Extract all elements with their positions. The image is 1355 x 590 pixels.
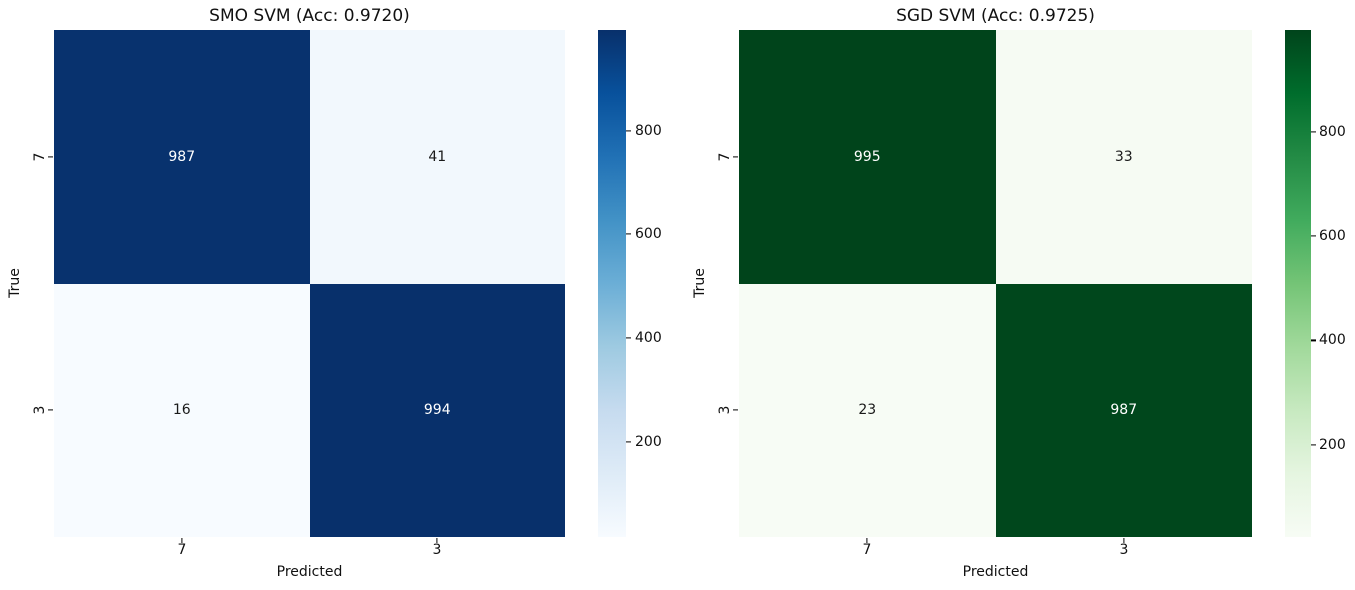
cell-value: 33 — [1114, 148, 1133, 165]
x-tick-label: 3 — [432, 542, 442, 558]
cell-value: 995 — [853, 148, 881, 165]
y-axis-label: True — [7, 268, 23, 298]
colorbar-tick-label: 600 — [635, 226, 662, 243]
y-tick-label: 7 — [717, 152, 733, 162]
x-axis-label: Predicted — [962, 564, 1029, 580]
x-tick-label: 7 — [177, 542, 187, 558]
heatmap-cell: 987 — [995, 283, 1252, 537]
heatmap-sgd: 995 33 23 987 — [739, 30, 1252, 537]
colorbar-tick-label: 400 — [1319, 332, 1346, 349]
cell-value: 987 — [1110, 402, 1138, 419]
y-tick-label: 7 — [32, 152, 48, 162]
heatmap-smo: 987 41 16 994 — [54, 30, 565, 537]
colorbar-tick-mark — [1311, 444, 1316, 446]
y-tick-mark — [733, 156, 738, 158]
heatmap-cell: 41 — [309, 30, 565, 284]
colorbar-tick-mark — [626, 441, 631, 443]
x-tick-mark — [181, 538, 183, 543]
colorbar-tick-label: 800 — [1319, 123, 1346, 140]
x-tick-mark — [1123, 538, 1125, 543]
colorbar-tick-mark — [1311, 131, 1316, 133]
x-tick-mark — [866, 538, 868, 543]
y-tick-mark — [733, 409, 738, 411]
heatmap-cell: 987 — [54, 30, 310, 284]
colorbar-tick-mark — [626, 233, 631, 235]
x-axis-label: Predicted — [276, 564, 343, 580]
x-tick-label: 7 — [862, 542, 872, 558]
chart-title: SGD SVM (Acc: 0.9725) — [896, 6, 1095, 26]
heatmap-cell: 994 — [309, 283, 565, 537]
heatmap-cell: 33 — [995, 30, 1252, 284]
colorbar-tick-label: 400 — [635, 329, 662, 346]
cell-value: 23 — [858, 402, 877, 419]
colorbar-tick-label: 200 — [635, 433, 662, 450]
heatmap-cell: 23 — [739, 283, 996, 537]
heatmap-cell: 995 — [739, 30, 996, 284]
y-tick-mark — [48, 409, 53, 411]
cell-value: 994 — [423, 402, 451, 419]
colorbar-tick-label: 800 — [635, 122, 662, 139]
y-tick-mark — [48, 156, 53, 158]
x-tick-label: 3 — [1119, 542, 1129, 558]
chart-title: SMO SVM (Acc: 0.9720) — [209, 6, 410, 26]
y-tick-label: 3 — [32, 405, 48, 415]
colorbar-smo — [598, 30, 626, 537]
cell-value: 987 — [168, 148, 196, 165]
colorbar-tick-label: 200 — [1319, 436, 1346, 453]
x-tick-mark — [436, 538, 438, 543]
colorbar-tick-label: 600 — [1319, 228, 1346, 245]
y-tick-label: 3 — [717, 405, 733, 415]
cell-value: 41 — [428, 148, 447, 165]
heatmap-cell: 16 — [54, 283, 310, 537]
colorbar-tick-mark — [626, 129, 631, 132]
colorbar-tick-mark — [626, 337, 631, 339]
y-axis-label: True — [692, 268, 708, 298]
colorbar-tick-mark — [1311, 235, 1316, 237]
colorbar-tick-mark — [1311, 339, 1316, 341]
colorbar-sgd — [1285, 30, 1311, 537]
cell-value: 16 — [172, 402, 191, 419]
